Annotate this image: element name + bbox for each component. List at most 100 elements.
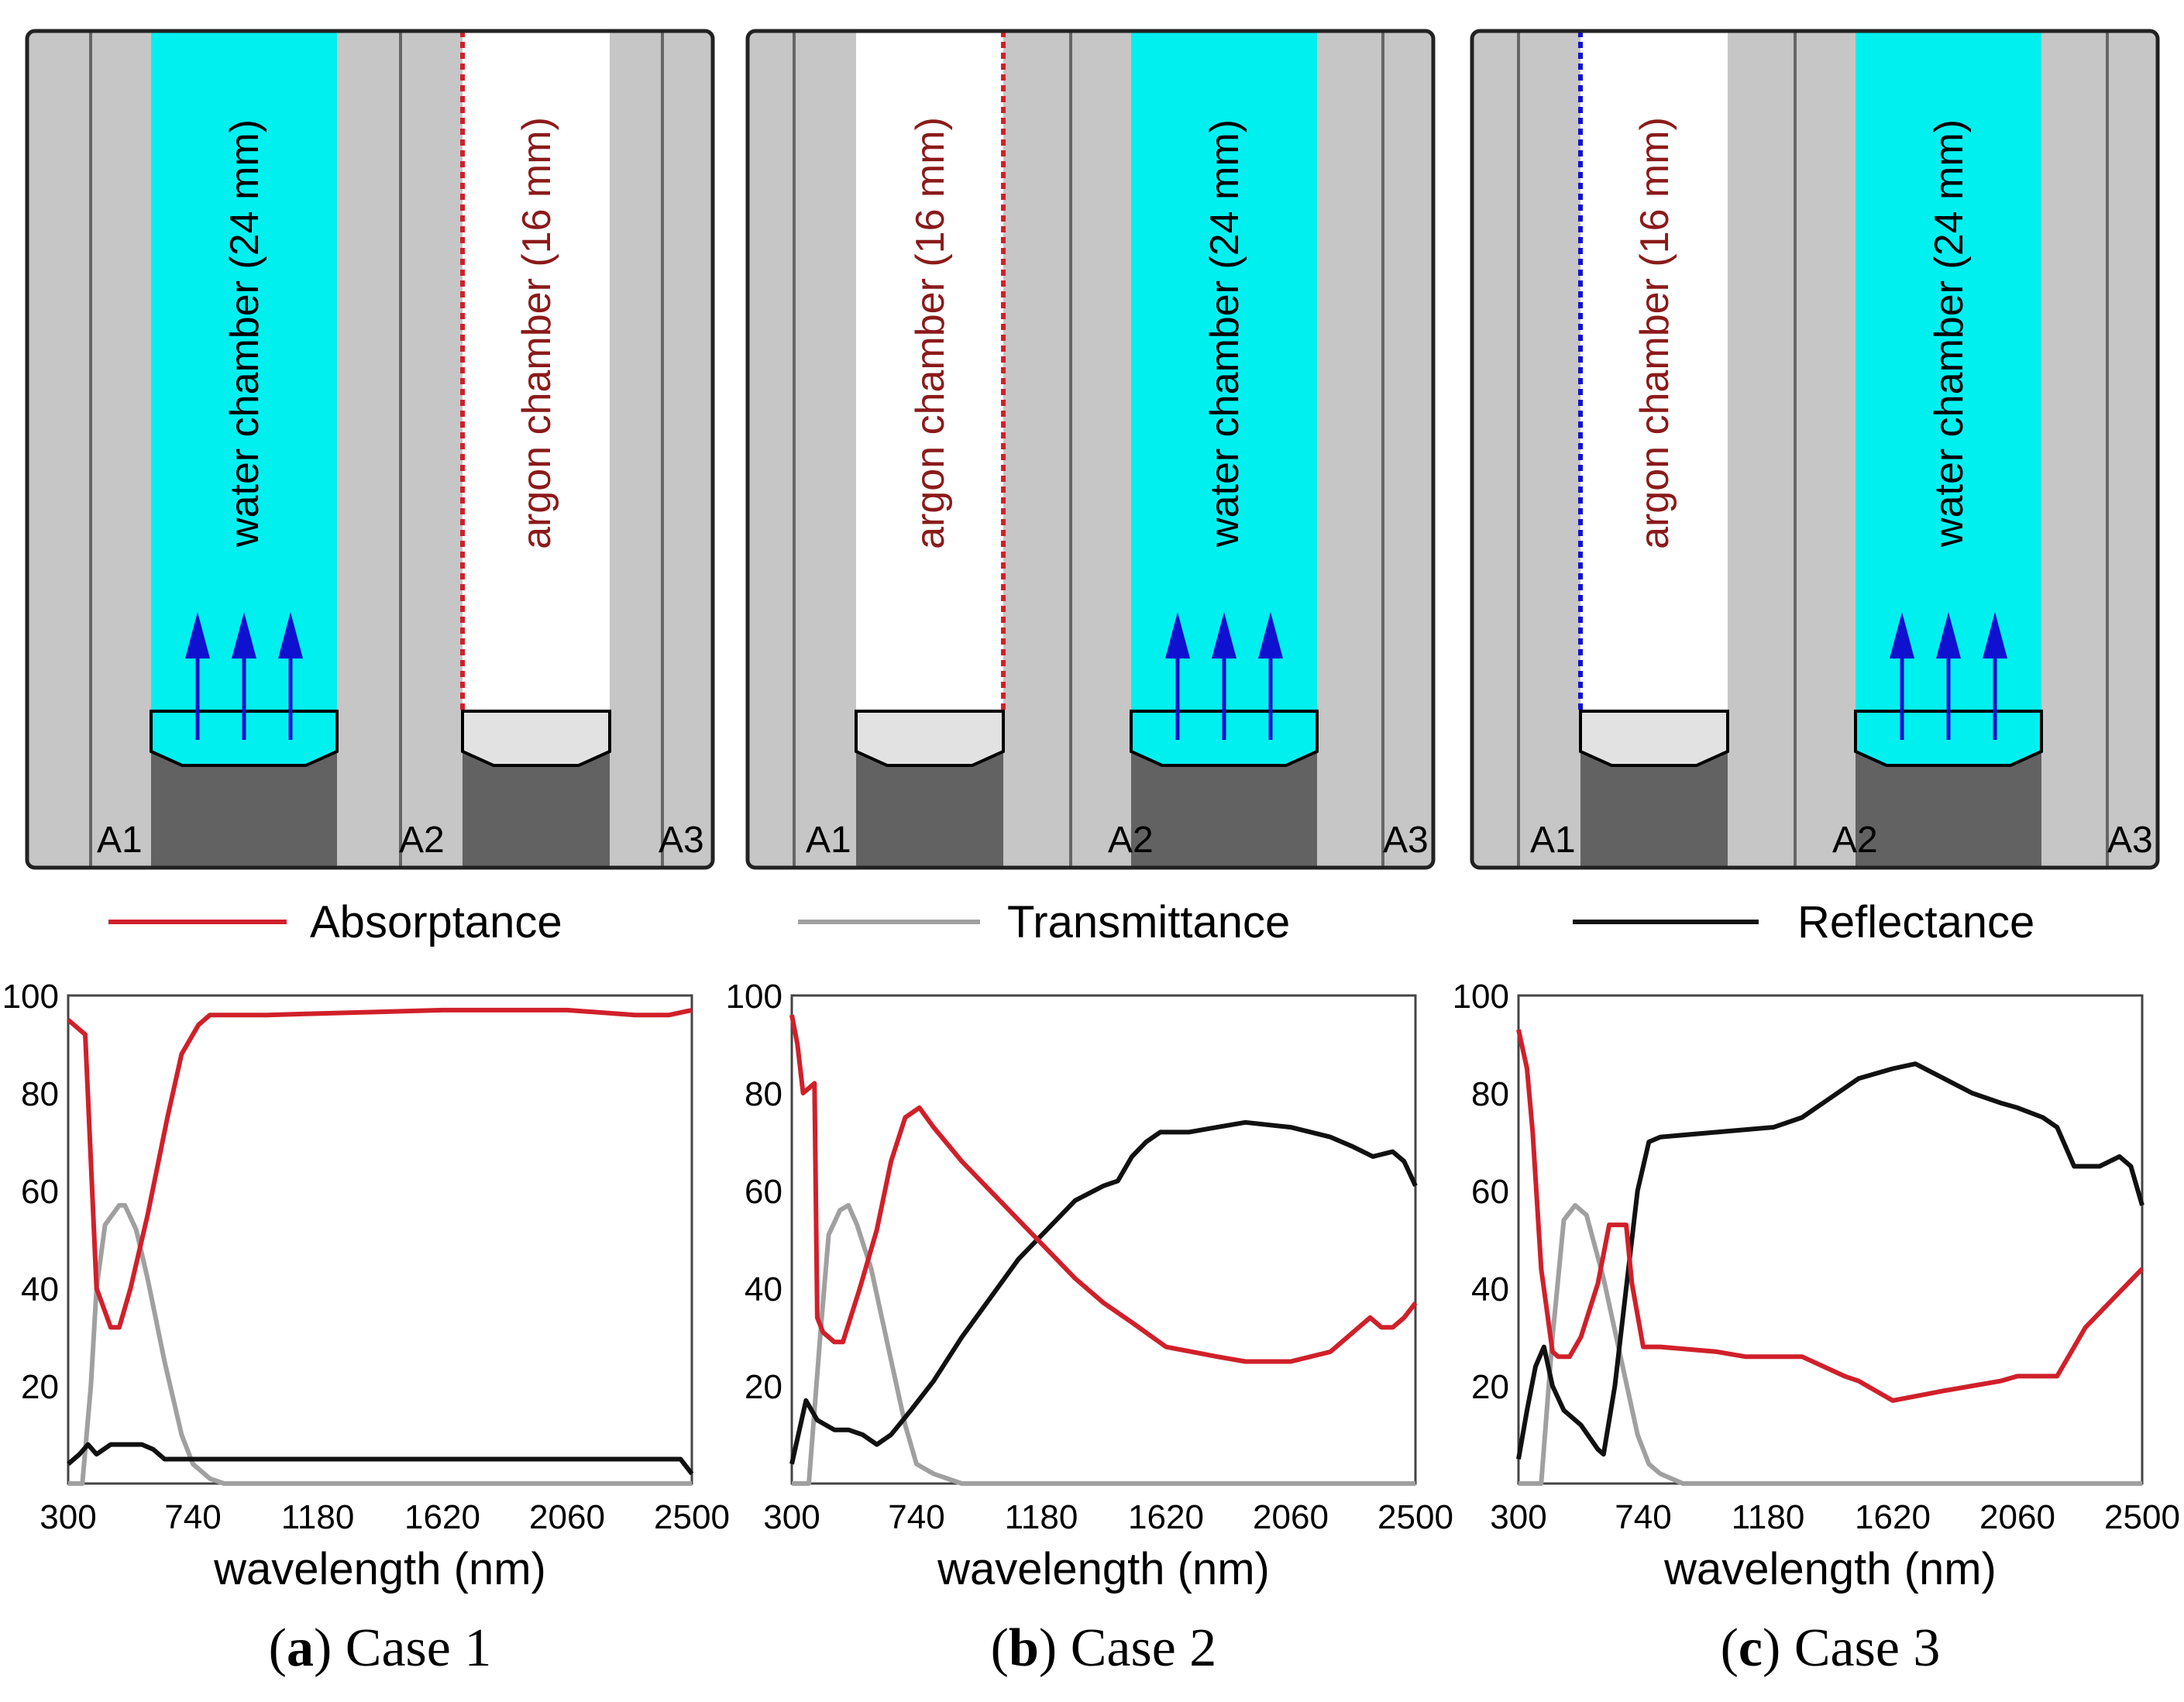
spacer-frame — [463, 751, 610, 868]
caption-paren-close: ) — [1039, 1618, 1071, 1678]
legend-reflectance-label: Reflectance — [1797, 897, 2034, 947]
plot-area — [67, 994, 693, 1485]
caption-paren-open: ( — [991, 1618, 1009, 1678]
y-tick-label: 20 — [745, 1368, 782, 1406]
series-line-reflectance — [1516, 1061, 2144, 1460]
y-tick-label: 40 — [21, 1270, 59, 1308]
pane-label-a1: A1 — [1530, 820, 1576, 861]
caption-text: Case 1 — [346, 1618, 492, 1678]
caption-paren-open: ( — [269, 1618, 287, 1678]
chart-b: 20 40 60 80 100 300 740 1180 1620 2060 2500 wavelen… — [726, 978, 1453, 1594]
pane-label-a3: A3 — [1383, 820, 1429, 861]
caption-paren-close: ) — [314, 1618, 346, 1678]
pane-label-a3: A3 — [2107, 820, 2153, 861]
plot-area — [790, 994, 1417, 1485]
caption-letter: a — [287, 1618, 314, 1678]
x-tick-label: 1620 — [404, 1498, 480, 1536]
glass-background — [748, 31, 1433, 868]
x-tick-label: 2060 — [1253, 1498, 1329, 1536]
spacer-insert — [1579, 710, 1729, 767]
caption-c: (c) Case 3 — [1721, 1618, 1941, 1678]
caption-letter: b — [1009, 1618, 1039, 1678]
x-axis-label: wavelength (nm) — [213, 1544, 546, 1594]
pane-label-a2: A2 — [1832, 820, 1878, 861]
x-tick-label: 1180 — [1732, 1498, 1805, 1536]
x-tick-label: 300 — [40, 1498, 96, 1536]
pane-label-a3: A3 — [659, 820, 704, 861]
x-tick-label: 300 — [763, 1498, 820, 1536]
heat-flow-arrowhead — [1936, 612, 1961, 658]
y-tick-label: 80 — [1471, 1075, 1509, 1113]
x-tick-label: 2060 — [1979, 1498, 2055, 1536]
y-tick-label: 40 — [745, 1270, 782, 1308]
legend-absorptance-label: Absorptance — [310, 897, 562, 947]
series-line-reflectance — [67, 1442, 694, 1476]
water-chamber-label: water chamber (24 mm) — [1927, 119, 1972, 548]
x-tick-label: 740 — [164, 1498, 221, 1536]
schematic-border — [1470, 29, 2160, 870]
caption-a: (a) Case 1 — [269, 1618, 492, 1678]
legend: Absorptance Transmittance Reflectance — [108, 897, 2034, 947]
plot-area — [1517, 994, 2144, 1485]
y-tick-label: 100 — [1453, 978, 1509, 1016]
argon-chamber — [1580, 31, 1728, 751]
y-tick-label: 60 — [745, 1173, 782, 1211]
series-line-absorptance — [1516, 1029, 2144, 1403]
spacer-frame — [151, 751, 337, 868]
argon-chamber-label: argon chamber (16 mm) — [514, 117, 559, 549]
x-tick-label: 2500 — [654, 1498, 730, 1536]
spacer-insert — [461, 710, 611, 767]
x-tick-label: 1620 — [1855, 1498, 1931, 1536]
chart-c: 20 40 60 80 100 300 740 1180 1620 2060 2500 wavelen… — [1453, 978, 2180, 1594]
series-line-absorptance — [789, 1014, 1418, 1364]
argon-chamber-label: argon chamber (16 mm) — [908, 117, 953, 549]
legend-transmittance-label: Transmittance — [1007, 897, 1290, 947]
heat-flow-arrowhead — [1983, 612, 2007, 658]
spacer-frame — [1856, 751, 2041, 868]
argon-chamber-label: argon chamber (16 mm) — [1632, 117, 1677, 549]
y-tick-label: 80 — [745, 1075, 782, 1113]
caption-b: (b) Case 2 — [991, 1618, 1217, 1678]
x-tick-label: 2500 — [2104, 1498, 2180, 1536]
captions-row: (a) Case 1 (b) Case 2 (c) Case 3 — [269, 1618, 1941, 1678]
caption-paren-open: ( — [1721, 1618, 1739, 1678]
water-chamber-label: water chamber (24 mm) — [1202, 119, 1247, 548]
y-tick-label: 60 — [1471, 1173, 1509, 1211]
spacer-insert — [855, 710, 1005, 767]
heat-flow-arrowhead — [1258, 612, 1283, 658]
schematic-border — [25, 29, 715, 870]
caption-text: Case 3 — [1794, 1618, 1941, 1678]
x-tick-label: 740 — [1615, 1498, 1671, 1536]
spacer-frame — [856, 751, 1003, 868]
schematic-panel-c: argon chamber (16 mm) water chamber (24 m… — [1470, 29, 2160, 870]
schematic-border — [745, 29, 1436, 870]
y-tick-label: 80 — [21, 1075, 59, 1113]
chart-a: 20 40 60 80 100 300 740 1180 1620 2060 2500 wavelen… — [2, 978, 730, 1594]
pane-label-a1: A1 — [97, 820, 143, 861]
y-tick-label: 20 — [21, 1368, 59, 1406]
water-chamber-label: water chamber (24 mm) — [222, 119, 267, 548]
heat-flow-arrowhead — [232, 612, 256, 658]
y-tick-label: 100 — [726, 978, 782, 1016]
glass-background — [1472, 31, 2158, 868]
x-tick-label: 2500 — [1377, 1498, 1453, 1536]
series-line-transmittance — [68, 1202, 692, 1486]
heat-flow-arrowhead — [1212, 612, 1236, 658]
series-line-absorptance — [67, 1007, 693, 1330]
heat-flow-arrowhead — [278, 612, 303, 658]
x-tick-label: 1180 — [1005, 1498, 1078, 1536]
pane-label-a2: A2 — [1108, 820, 1154, 861]
y-tick-label: 40 — [1471, 1270, 1509, 1308]
argon-chamber — [463, 31, 610, 751]
series-line-transmittance — [792, 1202, 1415, 1486]
y-tick-label: 100 — [2, 978, 59, 1016]
schematics-row: water chamber (24 mm) argon chamber (16 m… — [25, 29, 2160, 870]
x-axis-label: wavelength (nm) — [1663, 1544, 1997, 1594]
argon-chamber — [856, 31, 1003, 751]
x-tick-label: 2060 — [529, 1498, 605, 1536]
caption-paren-close: ) — [1763, 1618, 1794, 1678]
x-tick-label: 740 — [888, 1498, 944, 1536]
x-tick-label: 1180 — [281, 1498, 355, 1536]
caption-letter: c — [1739, 1618, 1763, 1678]
heat-flow-arrowhead — [1165, 612, 1190, 658]
